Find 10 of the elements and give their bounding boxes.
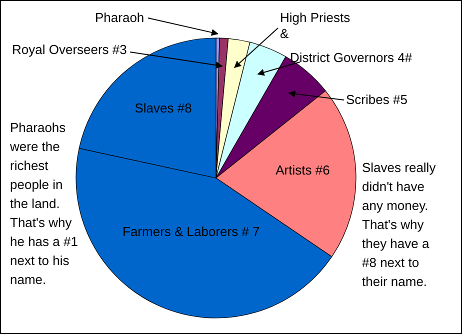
- text: Slaves really didn't have any money. That's why they have a #8 next to their name.: [362, 160, 436, 289]
- slice-label: Royal Overseers #3: [12, 42, 127, 57]
- slice-label: High Priests &: [280, 10, 351, 41]
- slice-label: Pharaoh: [95, 10, 144, 25]
- text: Pharaohs were the richest people in the land. That's why he has a #1 next to his name.: [10, 120, 78, 287]
- slice-label: Scribes #5: [346, 92, 408, 107]
- slice-label: District Governors 4#: [290, 50, 413, 65]
- slice-label: Slaves #8: [134, 100, 192, 116]
- slice-label: Farmers & Laborers # 7: [122, 224, 260, 239]
- slice-label: Artists #6: [276, 162, 330, 178]
